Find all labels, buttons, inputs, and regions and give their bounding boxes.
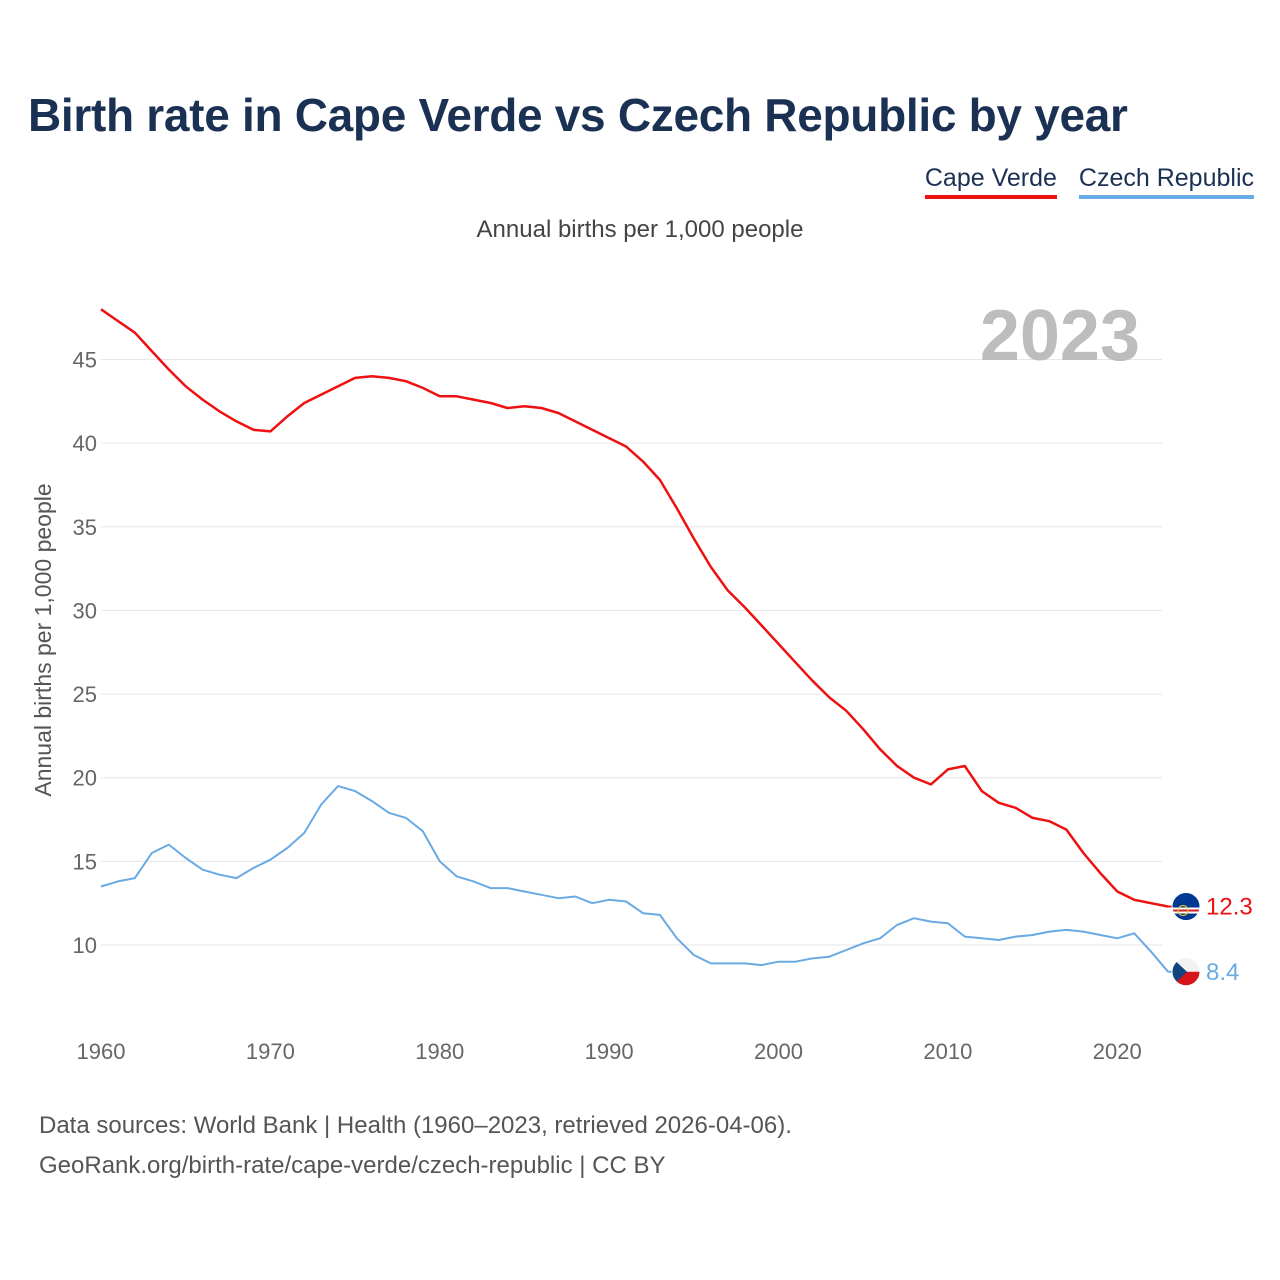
- chart-title: Birth rate in Cape Verde vs Czech Republ…: [28, 89, 1128, 141]
- gridlines: [101, 359, 1162, 946]
- credit-link[interactable]: GeoRank.org/birth-rate/cape-verde/czech-…: [39, 1152, 666, 1179]
- legend: Cape Verde Czech Republic: [924, 164, 1254, 199]
- y-tick-40: 40: [73, 431, 97, 456]
- y-tick-20: 20: [73, 766, 97, 791]
- legend-item-czech-republic[interactable]: Czech Republic: [1078, 164, 1254, 199]
- x-tick-1980: 1980: [415, 1039, 464, 1064]
- y-tick-25: 25: [73, 682, 97, 707]
- flag-border: [1171, 957, 1201, 987]
- end-value-label-czech-republic: 8.4: [1206, 959, 1239, 986]
- x-tick-2000: 2000: [754, 1039, 803, 1064]
- chart-subtitle: Annual births per 1,000 people: [476, 216, 804, 243]
- y-tick-10: 10: [73, 933, 97, 958]
- x-tick-2010: 2010: [923, 1039, 972, 1064]
- x-axis-ticks: 1960 1970 1980 1990 2000 2010 2020: [77, 1039, 1142, 1064]
- series-line-czech-republic[interactable]: [100, 785, 1169, 973]
- x-tick-2020: 2020: [1093, 1039, 1142, 1064]
- year-label: 2023: [980, 296, 1140, 376]
- y-tick-15: 15: [73, 849, 97, 874]
- czech-republic-flag-icon: [1171, 957, 1201, 987]
- end-value-label-cape-verde: 12.3: [1206, 894, 1253, 921]
- data-source-text: Data sources: World Bank | Health (1960–…: [39, 1112, 792, 1139]
- series-end-markers: 12.3 8.4: [1168, 892, 1253, 987]
- y-axis-title: Annual births per 1,000 people: [30, 483, 56, 796]
- legend-item-cape-verde[interactable]: Cape Verde: [924, 164, 1057, 199]
- footer: Data sources: World Bank | Health (1960–…: [39, 1106, 792, 1186]
- x-tick-1960: 1960: [77, 1039, 126, 1064]
- y-tick-30: 30: [73, 598, 97, 623]
- series-line-cape-verde[interactable]: [100, 308, 1169, 908]
- y-tick-35: 35: [73, 515, 97, 540]
- flag-border: [1171, 892, 1201, 922]
- x-tick-1990: 1990: [585, 1039, 634, 1064]
- y-axis-ticks: 10 15 20 25 30 35 40 45: [73, 348, 97, 959]
- line-chart: 10 15 20 25 30 35 40 45 1960 1970 1980 1990 2000 201…: [30, 296, 1253, 1064]
- y-tick-45: 45: [73, 348, 97, 373]
- x-tick-1970: 1970: [246, 1039, 295, 1064]
- cape-verde-flag-icon: [1171, 892, 1201, 922]
- series-lines: [100, 308, 1169, 973]
